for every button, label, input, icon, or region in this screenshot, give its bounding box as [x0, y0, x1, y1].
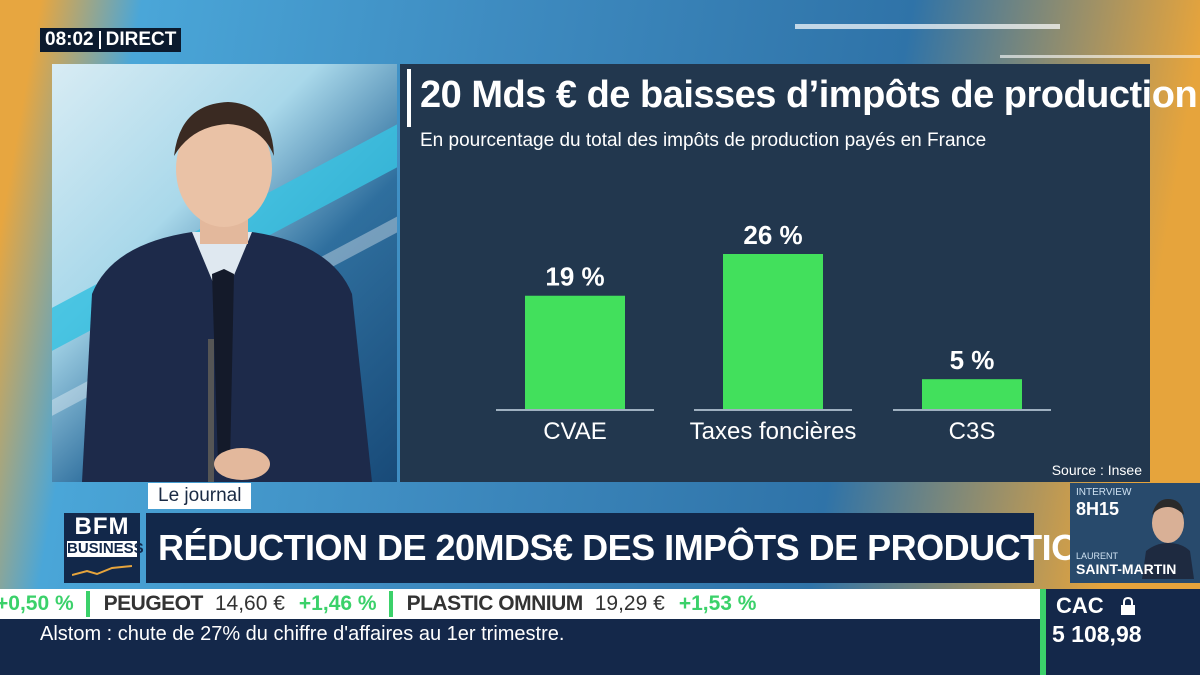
inset-lastname: SAINT-MARTIN: [1076, 561, 1177, 577]
category-label: Taxes foncières: [690, 418, 857, 445]
ticker-price: 14,60 €: [214, 592, 285, 615]
bar-baseline: [694, 409, 852, 411]
chart-panel: 20 Mds € de baisses d’impôts de producti…: [400, 64, 1198, 482]
ticker-change: +1,46 %: [298, 592, 377, 615]
bar-cvae: [525, 295, 625, 409]
inset-time: 8H15: [1076, 499, 1120, 519]
presenter-video: [52, 64, 397, 482]
ticker-change: +0,50 %: [0, 592, 74, 615]
clock-separator: [98, 31, 101, 49]
data-label: 19 %: [545, 262, 604, 292]
news-crawl: Alstom : chute de 27% du chiffre d'affai…: [0, 619, 1040, 675]
live-clock: 08:02 DIRECT: [40, 28, 182, 52]
logo-chart-icon: [72, 565, 132, 576]
title-accent-bar: [407, 69, 411, 127]
ticker-item: PEUGEOT 14,60 € +1,46 %: [104, 591, 407, 617]
bar-c3s: [922, 379, 1022, 409]
decor-line: [795, 24, 1060, 29]
channel-logo: BFM BUSINESS: [64, 513, 144, 583]
clock-time: 08:02: [45, 29, 94, 50]
category-label: C3S: [949, 418, 996, 445]
bar-taxes-fonci-res: [723, 254, 823, 409]
logo-line1: BFM: [74, 513, 130, 540]
chart-title: 20 Mds € de baisses d’impôts de producti…: [420, 74, 1198, 116]
lock-icon: [1121, 597, 1135, 615]
ticker-name: PLASTIC OMNIUM: [406, 592, 584, 615]
inset-label: INTERVIEW: [1076, 487, 1132, 498]
index-value: 5 108,98: [1052, 621, 1142, 647]
upcoming-interview-inset: INTERVIEW 8H15 LAURENT SAINT-MARTIN: [1070, 483, 1200, 583]
live-label: DIRECT: [105, 29, 177, 50]
bar-chart: 19 % CVAE 26 % Taxes foncières 5 % C3S: [496, 220, 1051, 445]
headline-banner: RÉDUCTION DE 20MDS€ DES IMPÔTS DE PRODUC…: [146, 513, 1105, 583]
guest-portrait: [1142, 499, 1194, 579]
index-trend-bar: [1040, 589, 1046, 675]
news-crawl-text: Alstom : chute de 27% du chiffre d'affai…: [40, 623, 565, 645]
decor-line: [1000, 55, 1200, 58]
chart-subtitle: En pourcentage du total des impôts de pr…: [420, 130, 987, 151]
data-label: 26 %: [743, 220, 802, 250]
chart-source: Source : Insee: [1051, 462, 1142, 478]
index-box: CAC 5 108,98: [1040, 589, 1200, 675]
ticker-item: PLASTIC OMNIUM 19,29 € +1,53 %: [407, 592, 757, 616]
ticker-change: +1,53 %: [678, 592, 757, 615]
ticker-name: PEUGEOT: [103, 592, 204, 615]
stock-ticker: +0,50 % PEUGEOT 14,60 € +1,46 % PLASTIC OMNI…: [0, 589, 1040, 619]
logo-line2: BUSINESS: [67, 540, 144, 557]
presenter-figure: [82, 102, 372, 482]
index-name: CAC: [1056, 593, 1104, 618]
bar-baseline: [893, 409, 1051, 411]
ticker-item: +0,50 %: [0, 591, 104, 617]
inset-firstname: LAURENT: [1076, 551, 1119, 561]
ticker-price: 19,29 €: [594, 592, 665, 615]
ticker-divider: [388, 591, 393, 617]
category-label: CVAE: [543, 418, 607, 445]
ticker-divider: [85, 591, 90, 617]
data-label: 5 %: [950, 345, 995, 375]
bar-baseline: [496, 409, 654, 411]
segment-tag: Le journal: [148, 483, 252, 509]
